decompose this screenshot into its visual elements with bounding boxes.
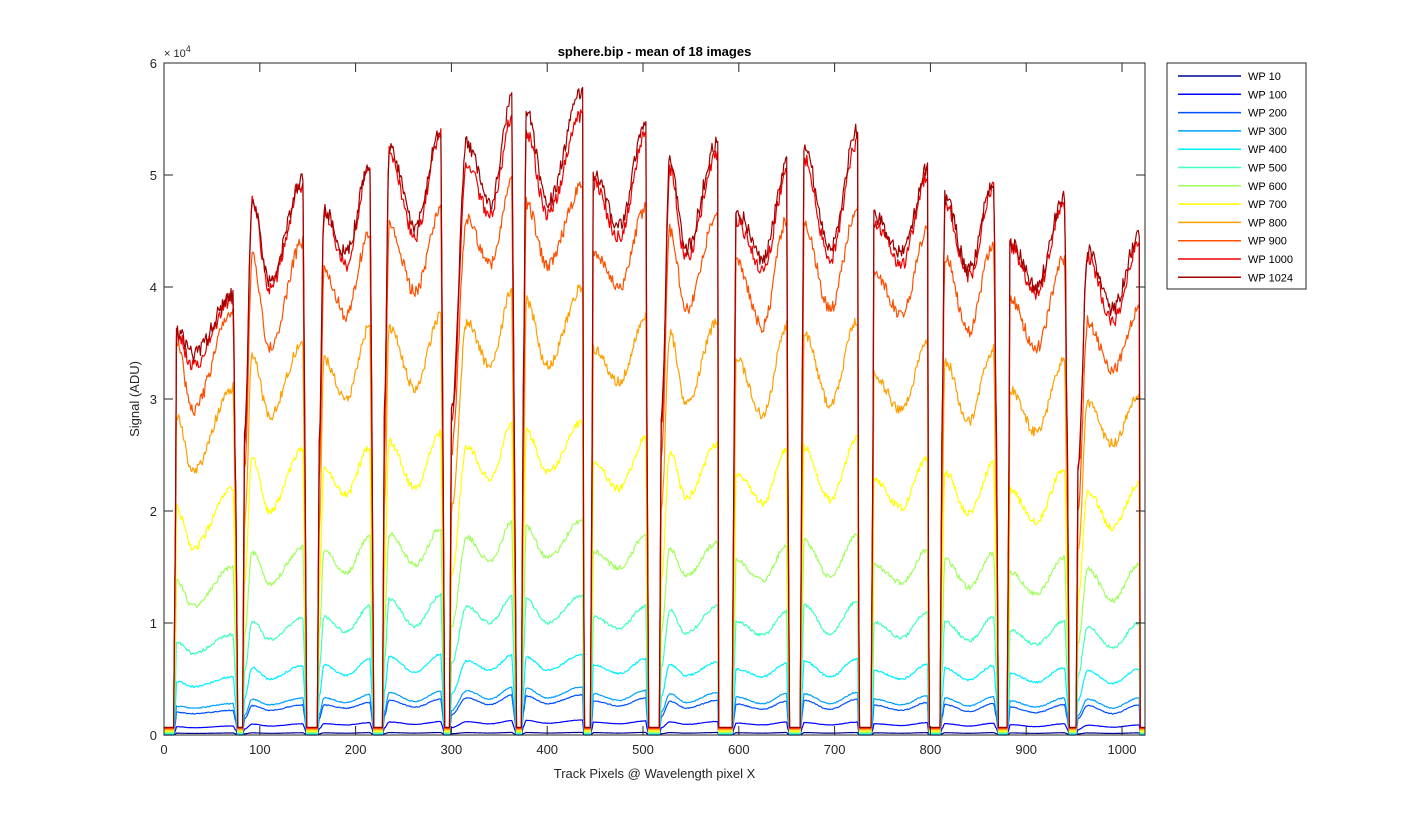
legend-entry-label: WP 200 <box>1248 108 1287 120</box>
legend-entry-label: WP 900 <box>1248 236 1287 248</box>
x-tick-label: 0 <box>160 742 167 757</box>
x-tick-label: 600 <box>728 742 750 757</box>
legend-entry-label: WP 400 <box>1248 144 1287 156</box>
chart-title: sphere.bip - mean of 18 images <box>558 44 752 59</box>
y-tick-label: 4 <box>150 280 157 295</box>
series-line <box>164 86 1145 728</box>
x-tick-label: 400 <box>536 742 558 757</box>
ticks-layer: 0 100 200 300 400 500 600 700 800 900 1000 0 1 2 3 4 5 6 <box>150 56 1145 757</box>
legend-entry-label: WP 100 <box>1248 89 1287 101</box>
y-tick-label: 3 <box>150 392 157 407</box>
y-tick-label: 2 <box>150 504 157 519</box>
x-tick-label: 800 <box>920 742 942 757</box>
legend-entry-label: WP 600 <box>1248 181 1287 193</box>
y-axis-label: Signal (ADU) <box>127 361 142 437</box>
series-layer <box>164 86 1145 736</box>
y-tick-label: 1 <box>150 616 157 631</box>
legend-entry-label: WP 800 <box>1248 217 1287 229</box>
x-tick-label: 300 <box>441 742 463 757</box>
legend-entry-label: WP 300 <box>1248 126 1287 138</box>
y-axis-multiplier-base: × 10 <box>164 48 186 60</box>
legend: WP 10 WP 100 WP 200 WP 300 WP 400 WP 500 WP 60… <box>1166 62 1307 290</box>
legend-entry-label: WP 500 <box>1248 163 1287 175</box>
legend-entry-label: WP 700 <box>1248 199 1287 211</box>
y-axis-exponent: 4 <box>186 44 191 54</box>
x-tick-label: 200 <box>345 742 367 757</box>
y-tick-label: 6 <box>150 56 157 71</box>
series-line <box>164 419 1145 732</box>
y-axis-multiplier: × 104 <box>164 44 191 60</box>
legend-entry-label: WP 10 <box>1248 71 1281 83</box>
x-tick-label: 700 <box>824 742 846 757</box>
legend-entry-label: WP 1024 <box>1248 272 1293 284</box>
series-line <box>164 719 1145 736</box>
series-line <box>164 175 1145 730</box>
series-line <box>164 517 1145 734</box>
y-tick-label: 5 <box>150 168 157 183</box>
x-tick-label: 1000 <box>1108 742 1137 757</box>
series-line <box>164 693 1145 736</box>
y-tick-label: 0 <box>150 728 157 743</box>
x-tick-label: 900 <box>1015 742 1037 757</box>
legend-entry-label: WP 1000 <box>1248 254 1293 266</box>
series-line <box>164 284 1145 731</box>
x-axis-label: Track Pixels @ Wavelength pixel X <box>554 766 756 781</box>
x-tick-label: 500 <box>632 742 654 757</box>
x-tick-label: 100 <box>249 742 271 757</box>
series-line <box>164 731 1145 736</box>
plot-area <box>164 63 1145 735</box>
legend-items: WP 10 WP 100 WP 200 WP 300 WP 400 WP 500 WP 60… <box>1178 71 1293 284</box>
series-line <box>164 592 1145 734</box>
series-line <box>164 653 1145 735</box>
legend-box <box>1166 62 1307 290</box>
series-line <box>164 686 1145 736</box>
